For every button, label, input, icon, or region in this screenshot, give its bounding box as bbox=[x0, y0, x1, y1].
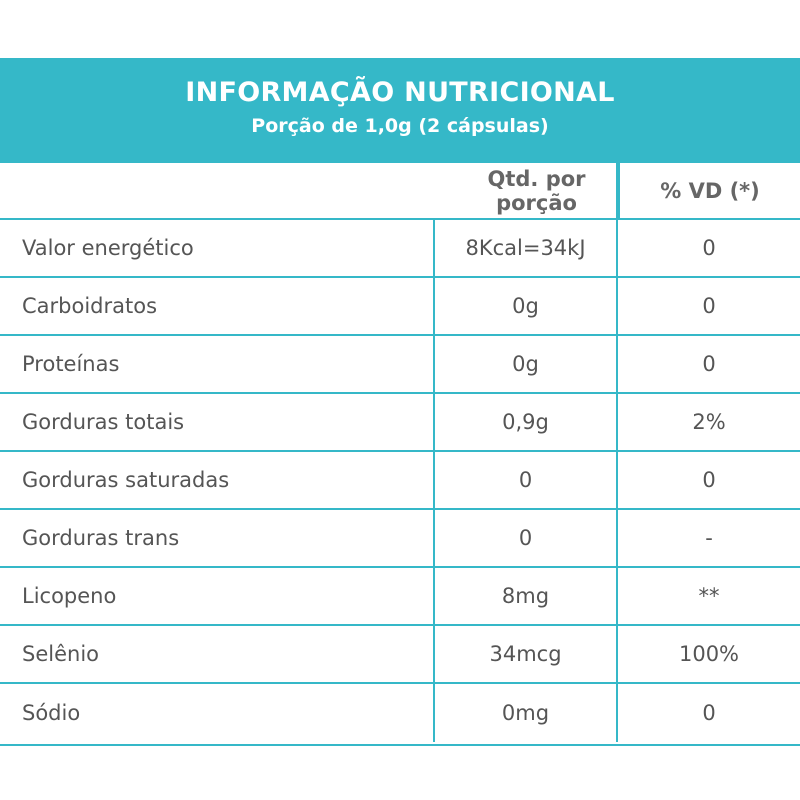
table-title: INFORMAÇÃO NUTRICIONAL bbox=[185, 77, 615, 108]
table-row: Gorduras saturadas 0 0 bbox=[0, 452, 800, 510]
table-row: Sódio 0mg 0 bbox=[0, 684, 800, 742]
table-row: Valor energético 8Kcal=34kJ 0 bbox=[0, 220, 800, 278]
nutrient-amount: 0g bbox=[435, 336, 618, 392]
column-header-amount-label: Qtd. por porção bbox=[487, 166, 586, 215]
column-header-dv: % VD (*) bbox=[618, 163, 800, 218]
nutrient-amount: 0 bbox=[435, 452, 618, 508]
nutrient-name: Gorduras trans bbox=[0, 510, 435, 566]
nutrient-amount: 8Kcal=34kJ bbox=[435, 220, 618, 276]
column-header-row: Qtd. por porção % VD (*) bbox=[0, 163, 800, 220]
nutrient-name: Sódio bbox=[0, 684, 435, 742]
table-row: Proteínas 0g 0 bbox=[0, 336, 800, 394]
nutrient-dv: 100% bbox=[678, 642, 740, 666]
nutrient-name: Valor energético bbox=[0, 220, 435, 276]
nutrient-dv: 0 bbox=[702, 701, 716, 725]
table-row: Selênio 34mcg 100% bbox=[0, 626, 800, 684]
nutrient-amount: 0,9g bbox=[435, 394, 618, 450]
nutrient-dv: 0 bbox=[702, 468, 716, 492]
nutrient-name: Carboidratos bbox=[0, 278, 435, 334]
nutrient-name: Proteínas bbox=[0, 336, 435, 392]
nutrient-dv: - bbox=[705, 526, 713, 550]
column-header-amount: Qtd. por porção bbox=[0, 163, 618, 218]
nutrition-table: INFORMAÇÃO NUTRICIONAL Porção de 1,0g (2… bbox=[0, 58, 800, 746]
table-row: Gorduras totais 0,9g 2% bbox=[0, 394, 800, 452]
nutrient-amount: 0mg bbox=[435, 684, 618, 742]
nutrient-name: Gorduras saturadas bbox=[0, 452, 435, 508]
nutrient-amount: 34mcg bbox=[435, 626, 618, 682]
nutrient-dv: 0 bbox=[702, 236, 716, 260]
nutrient-dv: 2% bbox=[692, 410, 726, 434]
nutrient-name: Licopeno bbox=[0, 568, 435, 624]
table-row: Carboidratos 0g 0 bbox=[0, 278, 800, 336]
table-row: Gorduras trans 0 - bbox=[0, 510, 800, 568]
nutrient-name: Selênio bbox=[0, 626, 435, 682]
nutrient-amount: 8mg bbox=[435, 568, 618, 624]
nutrient-name: Gorduras totais bbox=[0, 394, 435, 450]
nutrient-dv: 0 bbox=[702, 352, 716, 376]
nutrient-amount: 0 bbox=[435, 510, 618, 566]
table-subtitle: Porção de 1,0g (2 cápsulas) bbox=[251, 115, 549, 137]
table-header: INFORMAÇÃO NUTRICIONAL Porção de 1,0g (2… bbox=[0, 60, 800, 163]
nutrient-dv: 0 bbox=[702, 294, 716, 318]
table-row: Licopeno 8mg ** bbox=[0, 568, 800, 626]
nutrient-amount: 0g bbox=[435, 278, 618, 334]
nutrient-dv: ** bbox=[698, 584, 720, 608]
